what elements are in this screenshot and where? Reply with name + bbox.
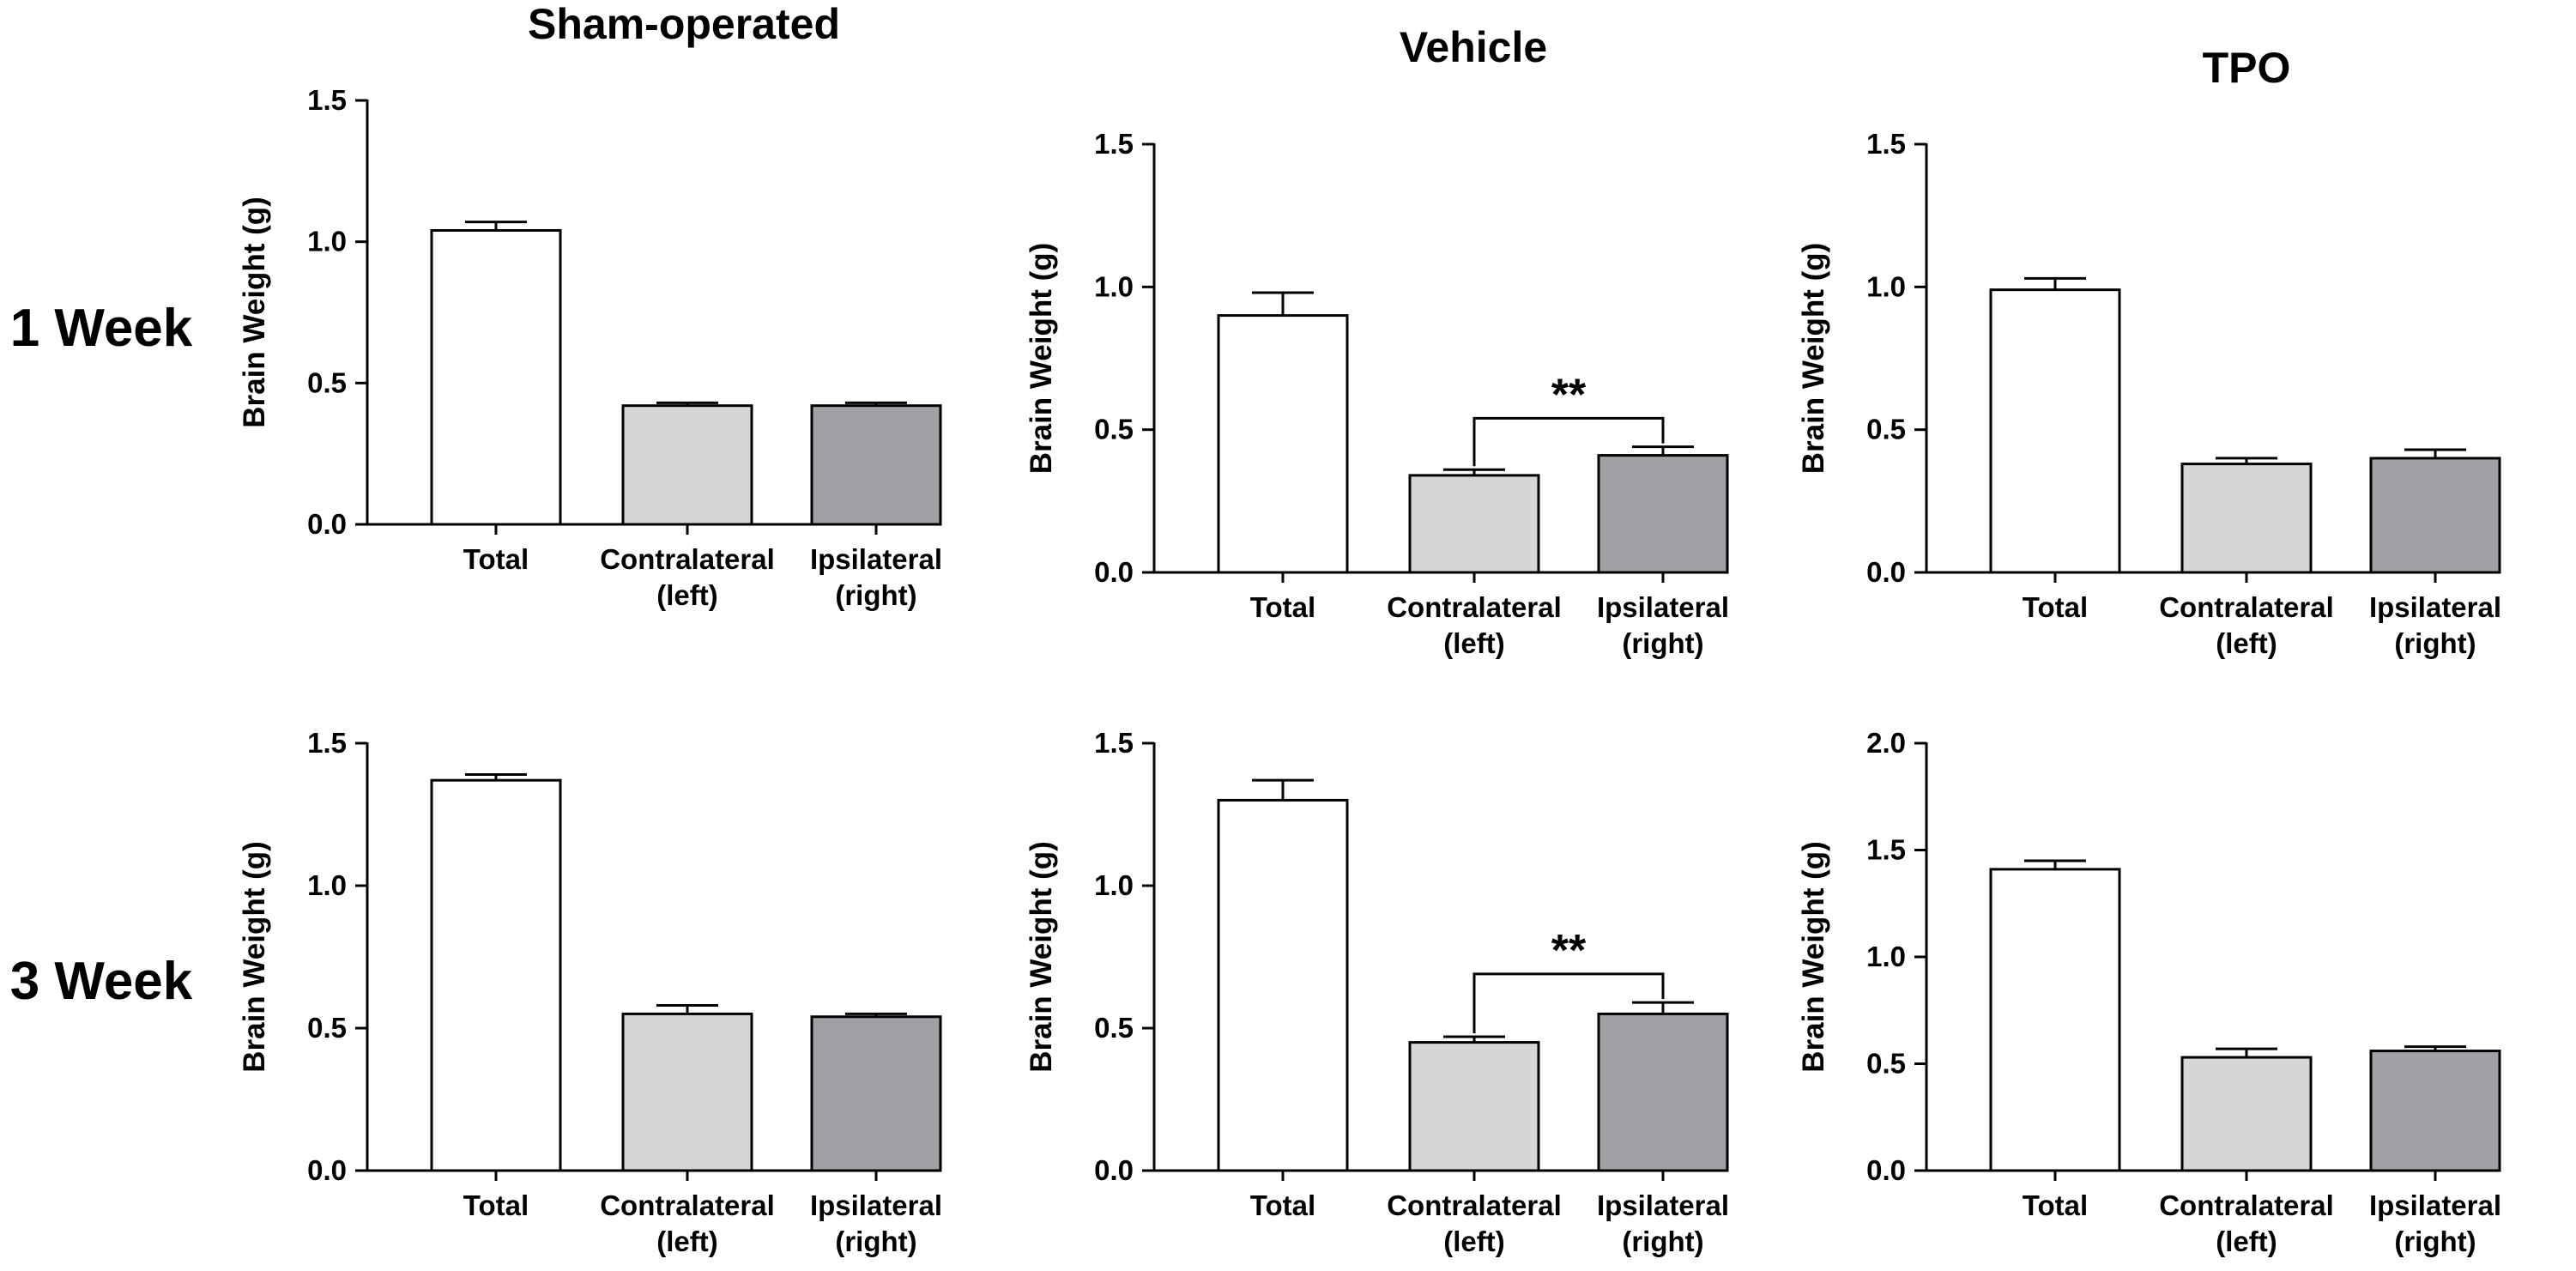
x-tick-label: Total	[1250, 1189, 1315, 1221]
bar	[2180, 1056, 2313, 1172]
y-tick-label: 0.0	[1866, 1154, 1906, 1186]
significance-label: **	[1551, 370, 1587, 420]
y-tick-label: 0.0	[307, 508, 347, 540]
y-tick-label: 2.0	[1866, 727, 1906, 759]
chart-panel: Total Contralateral (left) Ipsilateral (righ…	[1025, 727, 1729, 1257]
y-tick-label: 1.0	[1866, 941, 1906, 972]
y-axis-label: Brain Weight (g)	[238, 841, 271, 1073]
y-axis-label: Brain Weight (g)	[1025, 841, 1058, 1073]
x-tick-label: Total	[463, 543, 529, 575]
x-tick-label: Contralateral (left)	[2159, 591, 2334, 659]
chart-panel: Total Contralateral (left) Ipsilateral (righ…	[1797, 128, 2501, 659]
x-tick-label: Total	[1250, 591, 1315, 623]
row-label-3-week: 3 Week	[10, 952, 193, 1011]
bar	[430, 228, 562, 526]
chart-panels: Total Contralateral (left) Ipsilateral (righ…	[238, 84, 2501, 1257]
bar	[810, 404, 942, 526]
y-tick-label: 0.0	[1094, 556, 1134, 588]
x-tick-label: Contralateral (left)	[600, 1189, 775, 1257]
y-tick-label: 1.0	[307, 226, 347, 257]
bar	[2180, 463, 2313, 574]
y-axis-label: Brain Weight (g)	[238, 197, 271, 428]
y-tick-label: 0.5	[1094, 414, 1134, 445]
y-tick-label: 0.0	[1866, 556, 1906, 588]
significance-label: **	[1551, 926, 1587, 976]
y-axis-label: Brain Weight (g)	[1797, 243, 1830, 475]
bar	[1597, 454, 1729, 574]
x-tick-label: Ipsilateral (right)	[2369, 1189, 2501, 1257]
x-tick-label: Ipsilateral (right)	[810, 1189, 942, 1257]
x-tick-label: Contralateral (left)	[1387, 1189, 1562, 1257]
bar	[810, 1015, 942, 1172]
x-tick-label: Contralateral (left)	[2159, 1189, 2334, 1257]
y-tick-label: 0.5	[307, 1012, 347, 1044]
x-tick-label: Ipsilateral (right)	[810, 543, 942, 611]
y-tick-label: 0.5	[1866, 1048, 1906, 1080]
bar	[1217, 314, 1349, 574]
x-tick-label: Total	[2023, 1189, 2088, 1221]
bar	[2369, 457, 2501, 574]
y-tick-label: 1.0	[1094, 270, 1134, 302]
y-axis-label: Brain Weight (g)	[1797, 841, 1830, 1073]
chart-panel: Total Contralateral (left) Ipsilateral (righ…	[238, 84, 942, 611]
bar	[430, 778, 562, 1172]
bar	[1408, 474, 1540, 574]
y-tick-label: 0.0	[307, 1154, 347, 1186]
y-tick-label: 0.5	[1094, 1012, 1134, 1044]
chart-panel: Total Contralateral (left) Ipsilateral (righ…	[1797, 727, 2501, 1257]
row-label-1-week: 1 Week	[10, 299, 193, 358]
bar	[1989, 288, 2121, 574]
y-tick-label: 1.0	[1094, 869, 1134, 901]
y-tick-label: 1.0	[307, 869, 347, 901]
chart-panel: Total Contralateral (left) Ipsilateral (righ…	[238, 727, 942, 1257]
x-tick-label: Ipsilateral (right)	[1597, 591, 1729, 659]
y-tick-label: 1.0	[1866, 270, 1906, 302]
bar	[1217, 798, 1349, 1172]
y-tick-label: 0.0	[1094, 1154, 1134, 1186]
x-tick-label: Contralateral (left)	[1387, 591, 1562, 659]
bar	[621, 1012, 753, 1172]
column-title-vehicle: Vehicle	[1400, 23, 1547, 71]
bar	[1597, 1012, 1729, 1172]
column-title-sham: Sham-operated	[528, 0, 840, 48]
x-tick-label: Ipsilateral (right)	[1597, 1189, 1729, 1257]
y-tick-label: 1.5	[307, 84, 347, 116]
chart-panel: Total Contralateral (left) Ipsilateral (righ…	[1025, 128, 1729, 659]
bar	[1989, 868, 2121, 1172]
y-tick-label: 1.5	[1866, 834, 1906, 866]
x-tick-label: Contralateral (left)	[600, 543, 775, 611]
significance-bracket	[1472, 972, 1665, 1033]
y-tick-label: 1.5	[307, 727, 347, 759]
y-tick-label: 1.5	[1094, 128, 1134, 160]
y-tick-label: 1.5	[1094, 727, 1134, 759]
column-title-tpo: TPO	[2203, 44, 2291, 92]
y-tick-label: 0.5	[307, 366, 347, 398]
x-tick-label: Total	[463, 1189, 529, 1221]
bar	[2369, 1050, 2501, 1172]
bar	[1408, 1041, 1540, 1172]
x-tick-label: Total	[2023, 591, 2088, 623]
y-tick-label: 0.5	[1866, 414, 1906, 445]
y-axis-label: Brain Weight (g)	[1025, 243, 1058, 475]
significance-bracket	[1472, 416, 1665, 467]
bar	[621, 404, 753, 526]
y-tick-label: 1.5	[1866, 128, 1906, 160]
x-tick-label: Ipsilateral (right)	[2369, 591, 2501, 659]
